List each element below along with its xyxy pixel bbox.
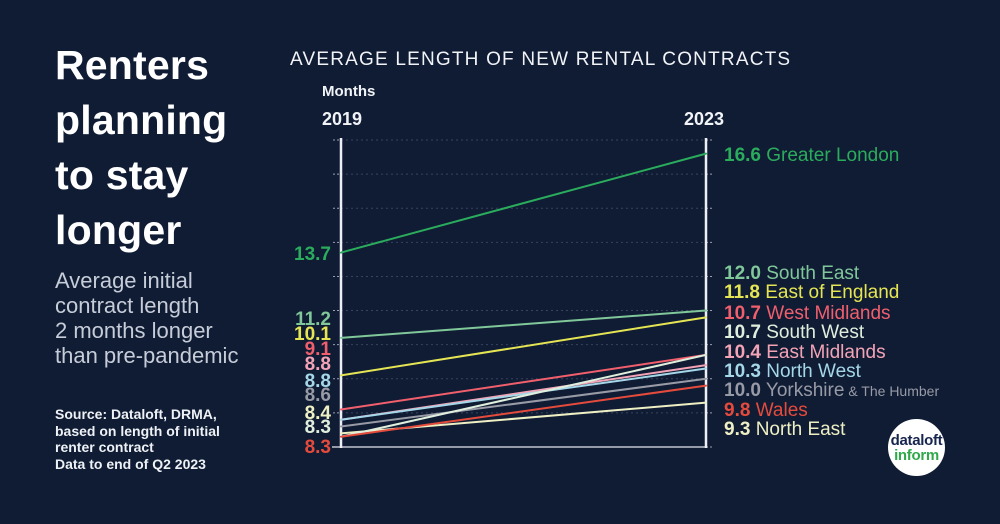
right-region-label: 10.7 West Midlands xyxy=(724,303,891,324)
left-value-label: 8.8 xyxy=(305,354,331,375)
x-axis-label-2019: 2019 xyxy=(322,109,363,129)
page-title-line: Renters xyxy=(55,42,210,88)
subtitle-line: than pre-pandemic xyxy=(55,343,239,368)
source-line: renter contract xyxy=(55,439,154,455)
right-region-label: 11.8 East of England xyxy=(724,282,899,303)
chart-title: AVERAGE LENGTH OF NEW RENTAL CONTRACTS xyxy=(290,49,792,70)
left-value-label: 11.2 xyxy=(295,309,331,330)
y-axis-unit-label: Months xyxy=(322,83,376,100)
subtitle: Average initial contract length 2 months… xyxy=(55,268,238,368)
left-value-label: 10.1 xyxy=(294,324,331,345)
left-value-label: 8.3 xyxy=(305,417,331,438)
series-line-wales xyxy=(340,384,707,438)
logo-text-dataloft: dataloft xyxy=(890,431,943,449)
left-value-label: 13.7 xyxy=(294,244,331,265)
series-line-east-of-england xyxy=(340,316,707,377)
page-title-line: longer xyxy=(55,207,182,253)
page-title: Renters planning to stay longer xyxy=(55,38,227,258)
series-line-south-east xyxy=(340,309,707,339)
right-region-label: 9.3 North East xyxy=(724,419,846,440)
right-region-label: 16.6 Greater London xyxy=(724,145,899,166)
left-value-label: 8.3 xyxy=(305,437,331,458)
source-note: Source: Dataloft, DRMA, based on length … xyxy=(55,406,220,472)
series-line-yorkshire xyxy=(340,377,707,428)
logo-text-inform: inform xyxy=(894,446,939,464)
left-value-label: 8.6 xyxy=(305,385,331,406)
series-line-north-west xyxy=(340,367,707,421)
left-value-label: 8.8 xyxy=(305,371,331,392)
dataloft-logo: dataloft inform xyxy=(888,419,945,476)
left-value-label: 8.4 xyxy=(305,403,332,424)
series-line-south-west xyxy=(340,353,707,438)
subtitle-line: 2 months longer xyxy=(55,318,213,343)
source-line: Source: Dataloft, DRMA, xyxy=(55,406,217,422)
series-line-greater-london xyxy=(340,152,707,254)
source-line: Data to end of Q2 2023 xyxy=(55,455,206,472)
right-region-label: 12.0 South East xyxy=(724,263,860,284)
right-region-label: 9.8 Wales xyxy=(724,400,808,421)
right-region-label: 10.4 East Midlands xyxy=(724,342,886,363)
right-region-label: 10.3 North West xyxy=(724,361,862,382)
left-value-label: 9.1 xyxy=(305,339,332,360)
source-line: based on length of initial xyxy=(55,422,220,439)
subtitle-line: contract length xyxy=(55,293,200,318)
series-line-west-midlands xyxy=(340,353,707,411)
page-title-line: planning xyxy=(55,97,228,143)
right-region-label: 10.7 South West xyxy=(724,322,865,343)
page-title-line: to stay xyxy=(55,152,189,198)
right-region-label: 10.0 Yorkshire & The Humber xyxy=(724,380,939,401)
subtitle-line: Average initial xyxy=(55,268,193,293)
x-axis-label-2023: 2023 xyxy=(684,109,725,129)
